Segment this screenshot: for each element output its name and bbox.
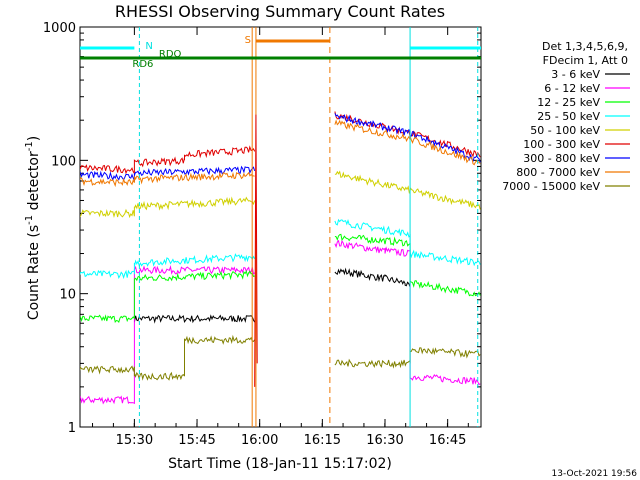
series-line-2 bbox=[80, 269, 255, 323]
x-tick-label: 16:00 bbox=[241, 433, 278, 448]
series-line-6 bbox=[80, 165, 256, 182]
series-line-3 bbox=[334, 218, 481, 267]
x-tick-label: 16:30 bbox=[366, 433, 403, 448]
legend: Det 1,3,4,5,6,9,FDecim 1, Att 03 - 6 keV… bbox=[502, 40, 630, 193]
y-tick-label: 100 bbox=[51, 154, 76, 169]
legend-header: Det 1,3,4,5,6,9, bbox=[542, 40, 628, 53]
legend-label: 25 - 50 keV bbox=[537, 110, 600, 123]
annotation-label: N bbox=[145, 41, 152, 52]
series-line-8 bbox=[334, 347, 481, 369]
annotation-label: RD6 bbox=[132, 59, 153, 70]
legend-label: 300 - 800 keV bbox=[523, 152, 600, 165]
annotation-label: RDO bbox=[159, 49, 182, 60]
series-line-4 bbox=[80, 196, 256, 219]
x-tick-label: 16:45 bbox=[429, 433, 466, 448]
series-line-7 bbox=[80, 171, 255, 188]
series-line-3 bbox=[80, 253, 256, 280]
legend-label: 12 - 25 keV bbox=[537, 96, 600, 109]
chart-title: RHESSI Observing Summary Count Rates bbox=[115, 2, 445, 21]
series-layer bbox=[80, 111, 481, 405]
x-axis-label: Start Time (18-Jan-11 15:17:02) bbox=[168, 456, 392, 472]
spike-line bbox=[254, 114, 258, 387]
series-line-0 bbox=[334, 267, 411, 288]
series-line-2 bbox=[334, 233, 481, 297]
legend-label: 7000 - 15000 keV bbox=[502, 180, 600, 193]
legend-label: 100 - 300 keV bbox=[523, 138, 600, 151]
legend-label: 3 - 6 keV bbox=[551, 68, 600, 81]
annotation-label: S bbox=[245, 35, 251, 46]
series-line-6 bbox=[334, 113, 481, 163]
legend-label: 800 - 7000 keV bbox=[516, 166, 600, 179]
series-line-1 bbox=[80, 264, 256, 405]
series-line-4 bbox=[334, 170, 481, 210]
legend-header: FDecim 1, Att 0 bbox=[543, 54, 628, 67]
legend-label: 6 - 12 keV bbox=[544, 82, 600, 95]
y-tick-label: 1000 bbox=[43, 21, 76, 36]
x-tick-label: 16:15 bbox=[304, 433, 341, 448]
x-tick-label: 15:30 bbox=[116, 433, 153, 448]
y-tick-label: 10 bbox=[59, 288, 76, 303]
y-tick-label: 1 bbox=[68, 421, 76, 436]
x-tick-label: 15:45 bbox=[178, 433, 215, 448]
y-axis-label: Count Rate (s-1 detector-1) bbox=[24, 136, 42, 320]
plot-area: 1 10 100 1000 15:30 15:45 16:00 16:15 16:30 16:45… bbox=[43, 21, 481, 448]
series-line-0 bbox=[133, 314, 256, 324]
series-line-5 bbox=[80, 145, 256, 175]
legend-label: 50 - 100 keV bbox=[530, 124, 600, 137]
plot-frame bbox=[79, 26, 482, 428]
series-line-1 bbox=[334, 239, 481, 386]
series-line-7 bbox=[334, 119, 481, 166]
series-line-8 bbox=[80, 334, 256, 381]
timestamp: 13-Oct-2021 19:56 bbox=[552, 469, 638, 479]
